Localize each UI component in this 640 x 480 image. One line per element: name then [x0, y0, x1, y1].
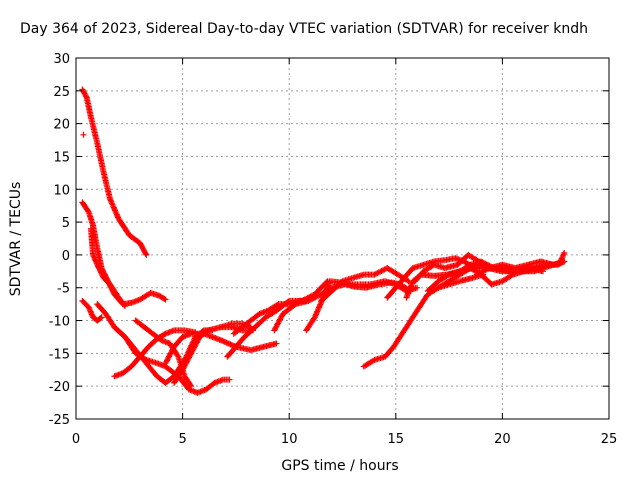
series-arc-16 — [318, 265, 412, 304]
plot-frame — [75, 57, 610, 420]
y-axis: -25 -20 -15 -10 -5 0 5 10 15 20 25 30 — [49, 52, 609, 428]
x-axis: 0 5 10 15 20 25 — [72, 58, 617, 447]
x-tick-label: 20 — [494, 432, 511, 447]
y-tick-label: 10 — [53, 183, 70, 198]
gridlines — [76, 58, 609, 419]
chart-title: Day 364 of 2023, Sidereal Day-to-day VTE… — [20, 21, 588, 37]
series-arc-3 — [87, 225, 128, 310]
y-tick-label: 0 — [62, 249, 70, 264]
x-tick-label: 25 — [601, 432, 618, 447]
y-tick-label: 25 — [53, 85, 70, 100]
y-tick-label: 30 — [53, 52, 70, 67]
y-tick-label: 5 — [62, 216, 70, 231]
series-arc-13 — [218, 320, 254, 331]
x-tick-label: 0 — [72, 432, 80, 447]
isolated-point — [90, 232, 97, 239]
y-tick-label: -10 — [49, 315, 70, 330]
x-tick-label: 5 — [178, 432, 186, 447]
isolated-point — [80, 131, 87, 138]
series-arc-4 — [79, 297, 105, 324]
y-tick-label: -5 — [57, 282, 70, 297]
x-tick-label: 15 — [388, 432, 405, 447]
series-arc-23 — [473, 258, 568, 278]
y-tick-label: 20 — [53, 118, 70, 133]
y-tick-label: -15 — [49, 347, 70, 362]
x-tick-label: 10 — [281, 432, 298, 447]
series-arc-17 — [360, 271, 487, 370]
series-arc-1 — [79, 86, 150, 258]
x-axis-label: GPS time / hours — [281, 458, 398, 474]
y-tick-label: 15 — [53, 150, 70, 165]
y-tick-label: -25 — [49, 413, 70, 428]
y-tick-label: -20 — [49, 380, 70, 395]
data-points — [79, 86, 568, 396]
series-arc-22 — [435, 261, 555, 291]
y-axis-label: SDTVAR / TECUs — [8, 182, 24, 297]
